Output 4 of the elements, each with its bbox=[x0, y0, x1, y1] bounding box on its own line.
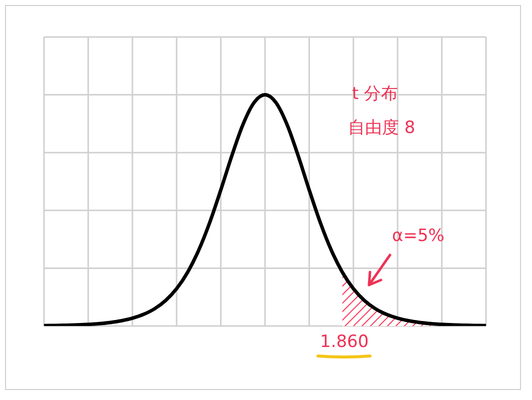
annotation: t 分布 bbox=[352, 83, 398, 105]
annotation: 自由度 8 bbox=[348, 117, 416, 139]
text: 1.860 bbox=[320, 332, 369, 352]
annotation: α=5% bbox=[392, 226, 444, 246]
